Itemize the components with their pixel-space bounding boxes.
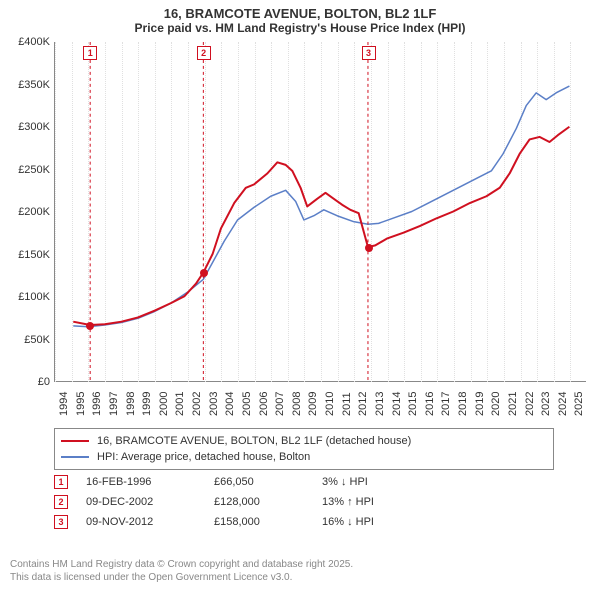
sales-table: 1 16-FEB-1996 £66,050 3% ↓ HPI 2 09-DEC-2002 £…: [54, 472, 554, 532]
sales-table-row: 2 09-DEC-2002 £128,000 13% ↑ HPI: [54, 492, 554, 512]
y-tick-label: £0: [10, 376, 50, 388]
x-tick-label: 2017: [440, 392, 452, 416]
sales-row-price: £66,050: [214, 476, 304, 488]
x-tick-label: 2005: [241, 392, 253, 416]
sales-row-pct: 13% ↑ HPI: [322, 496, 432, 508]
legend-swatch: [61, 440, 89, 442]
legend-swatch: [61, 456, 89, 458]
legend-row: HPI: Average price, detached house, Bolt…: [61, 449, 547, 465]
sales-row-price: £128,000: [214, 496, 304, 508]
chart-area: £0£50K£100K£150K£200K£250K£300K£350K£400…: [10, 42, 590, 422]
y-tick-label: £200K: [10, 206, 50, 218]
x-tick-label: 2016: [424, 392, 436, 416]
sales-row-date: 16-FEB-1996: [86, 476, 196, 488]
sales-row-pct: 3% ↓ HPI: [322, 476, 432, 488]
y-tick-label: £100K: [10, 291, 50, 303]
sales-table-row: 3 09-NOV-2012 £158,000 16% ↓ HPI: [54, 512, 554, 532]
x-tick-label: 1999: [141, 392, 153, 416]
legend-row: 16, BRAMCOTE AVENUE, BOLTON, BL2 1LF (de…: [61, 433, 547, 449]
sales-row-price: £158,000: [214, 516, 304, 528]
x-tick-label: 2023: [540, 392, 552, 416]
x-tick-label: 2021: [507, 392, 519, 416]
x-tick-label: 2001: [174, 392, 186, 416]
chart-title-block: 16, BRAMCOTE AVENUE, BOLTON, BL2 1LF Pri…: [0, 0, 600, 37]
x-tick-label: 2025: [573, 392, 585, 416]
sales-row-marker: 1: [54, 475, 68, 489]
sales-table-row: 1 16-FEB-1996 £66,050 3% ↓ HPI: [54, 472, 554, 492]
legend: 16, BRAMCOTE AVENUE, BOLTON, BL2 1LF (de…: [54, 428, 554, 470]
x-tick-label: 2003: [208, 392, 220, 416]
sale-marker-box: 3: [362, 46, 376, 60]
x-tick-label: 2015: [407, 392, 419, 416]
sale-marker-box: 2: [197, 46, 211, 60]
x-tick-label: 2014: [391, 392, 403, 416]
x-tick-label: 2013: [374, 392, 386, 416]
y-tick-label: £50K: [10, 334, 50, 346]
line-canvas: [55, 42, 586, 381]
x-tick-label: 1994: [58, 392, 70, 416]
sale-marker-box: 1: [83, 46, 97, 60]
x-tick-label: 2019: [474, 392, 486, 416]
x-tick-label: 2002: [191, 392, 203, 416]
y-tick-label: £250K: [10, 164, 50, 176]
plot-area: 1 2 3: [54, 42, 586, 382]
x-tick-label: 1995: [75, 392, 87, 416]
sales-row-pct: 16% ↓ HPI: [322, 516, 432, 528]
sale-point: [86, 322, 94, 330]
y-tick-label: £350K: [10, 79, 50, 91]
sale-point: [200, 269, 208, 277]
legend-label: 16, BRAMCOTE AVENUE, BOLTON, BL2 1LF (de…: [97, 435, 411, 447]
x-tick-label: 2000: [158, 392, 170, 416]
x-tick-label: 2011: [341, 392, 353, 416]
attribution-text: Contains HM Land Registry data © Crown c…: [10, 559, 590, 584]
x-tick-label: 2009: [307, 392, 319, 416]
y-tick-label: £150K: [10, 249, 50, 261]
x-tick-label: 2007: [274, 392, 286, 416]
title-address: 16, BRAMCOTE AVENUE, BOLTON, BL2 1LF: [10, 6, 590, 21]
x-tick-label: 2010: [324, 392, 336, 416]
x-tick-label: 2006: [258, 392, 270, 416]
x-tick-label: 1998: [125, 392, 137, 416]
title-subtitle: Price paid vs. HM Land Registry's House …: [10, 21, 590, 35]
x-tick-label: 2022: [524, 392, 536, 416]
x-tick-label: 2018: [457, 392, 469, 416]
x-tick-label: 2008: [291, 392, 303, 416]
sale-point: [365, 244, 373, 252]
attribution-line2: This data is licensed under the Open Gov…: [10, 572, 590, 585]
series-line: [73, 127, 569, 325]
attribution-line1: Contains HM Land Registry data © Crown c…: [10, 559, 590, 572]
x-tick-label: 1996: [91, 392, 103, 416]
sales-row-marker: 3: [54, 515, 68, 529]
x-tick-label: 2020: [490, 392, 502, 416]
series-line: [73, 86, 569, 327]
sales-row-date: 09-DEC-2002: [86, 496, 196, 508]
x-tick-label: 2012: [357, 392, 369, 416]
x-tick-label: 1997: [108, 392, 120, 416]
y-tick-label: £300K: [10, 121, 50, 133]
sales-row-marker: 2: [54, 495, 68, 509]
x-tick-label: 2004: [224, 392, 236, 416]
x-tick-label: 2024: [557, 392, 569, 416]
sales-row-date: 09-NOV-2012: [86, 516, 196, 528]
y-tick-label: £400K: [10, 36, 50, 48]
legend-label: HPI: Average price, detached house, Bolt…: [97, 451, 310, 463]
